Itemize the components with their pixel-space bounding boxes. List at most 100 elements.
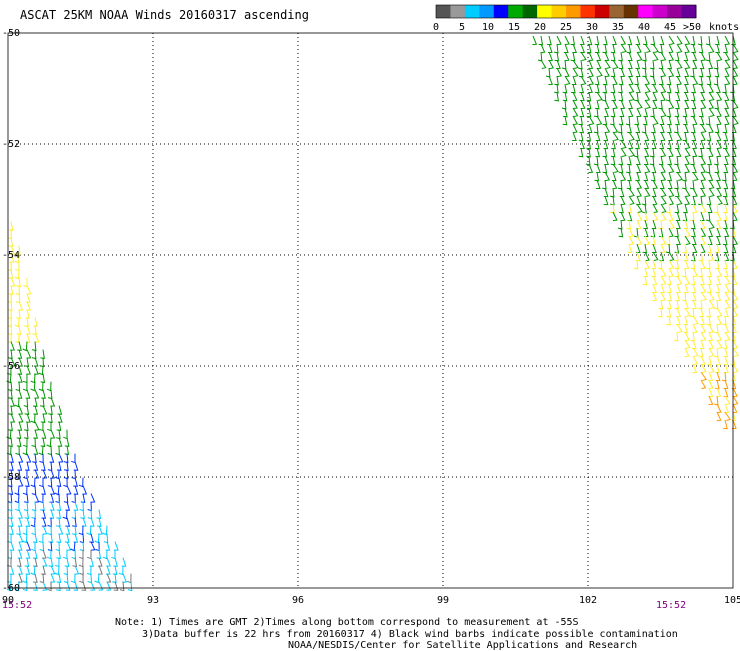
wind-barb: [87, 549, 92, 560]
wind-barb: [610, 83, 616, 94]
wind-barb: [649, 59, 655, 70]
wind-barb: [612, 35, 617, 46]
wind-barb: [708, 123, 714, 134]
wind-barb: [58, 453, 64, 463]
wind-barb: [127, 581, 133, 592]
wind-barb: [18, 533, 24, 543]
wind-barb: [644, 179, 650, 190]
wind-barb: [684, 283, 689, 293]
wind-barb: [722, 187, 728, 198]
wind-barb: [595, 99, 600, 110]
wind-barb: [56, 573, 62, 584]
wind-barb: [674, 259, 680, 270]
wind-barb: [716, 131, 722, 142]
wind-barb: [731, 243, 737, 254]
wind-barb: [63, 477, 68, 488]
wind-barb: [47, 517, 52, 528]
wind-barb: [644, 83, 651, 93]
wind-barb: [692, 51, 698, 62]
wind-barb: [34, 421, 40, 431]
wind-barb: [620, 195, 626, 206]
wind-barb: [682, 107, 688, 118]
wind-barb: [635, 139, 640, 150]
wind-barb: [658, 227, 664, 238]
wind-barb: [538, 35, 544, 46]
wind-barb: [684, 163, 690, 174]
wind-barb: [63, 493, 69, 504]
wind-barb: [660, 51, 667, 62]
wind-barb: [642, 67, 647, 78]
wind-barb: [649, 67, 655, 78]
wind-barb: [652, 283, 658, 294]
wind-barb: [642, 203, 647, 214]
wind-barb: [716, 187, 723, 198]
colorbar-label: 30: [586, 22, 598, 33]
wind-barb: [34, 389, 40, 399]
wind-barb: [26, 301, 32, 311]
wind-barb: [698, 347, 704, 358]
wind-barb: [676, 195, 683, 205]
wind-barb: [98, 525, 103, 535]
wind-barb: [684, 235, 691, 245]
wind-barb: [47, 445, 53, 456]
wind-barb: [700, 219, 706, 230]
wind-barb: [26, 285, 32, 295]
wind-barb: [732, 163, 739, 174]
wind-barb: [684, 147, 691, 157]
wind-barb: [16, 309, 21, 320]
wind-barb: [63, 469, 69, 480]
wind-barb: [610, 195, 615, 206]
wind-barb: [700, 243, 706, 254]
wind-barb: [628, 227, 634, 238]
wind-barb: [54, 565, 60, 576]
wind-barb: [8, 285, 14, 295]
wind-barb: [684, 91, 690, 102]
wind-barb: [78, 525, 84, 536]
wind-barb: [660, 283, 665, 293]
wind-barb: [668, 251, 675, 261]
wind-barb: [33, 461, 39, 471]
wind-barb: [683, 203, 688, 214]
wind-barb: [700, 291, 707, 301]
wind-barb: [16, 525, 21, 536]
wind-barb: [79, 549, 84, 560]
wind-barb: [604, 123, 611, 134]
colorbar-label: 20: [534, 22, 546, 33]
wind-barb: [642, 275, 648, 286]
wind-barb: [684, 227, 691, 237]
wind-barb: [644, 163, 651, 174]
wind-barb: [732, 171, 738, 182]
wind-barb: [651, 187, 657, 197]
wind-barb: [63, 453, 69, 464]
wind-barb: [732, 419, 737, 429]
wind-barb: [18, 477, 24, 487]
wind-barb: [610, 203, 615, 214]
wind-barb: [674, 203, 680, 214]
wind-barb: [636, 99, 643, 109]
wind-barb: [641, 195, 647, 206]
wind-barb: [692, 315, 699, 325]
wind-barb: [698, 267, 703, 278]
wind-barb: [15, 381, 21, 392]
colorbar-swatch: [551, 5, 567, 18]
wind-barb: [713, 203, 719, 214]
wind-barb: [65, 525, 71, 535]
wind-barb: [627, 211, 633, 222]
wind-barb: [588, 75, 594, 86]
wind-barb: [14, 317, 20, 328]
wind-barb: [668, 43, 674, 54]
wind-barb: [593, 123, 599, 134]
note-line-2: 3)Data buffer is 22 hrs from 20160317 4)…: [142, 629, 678, 640]
wind-barb: [17, 549, 23, 559]
wind-barb: [98, 581, 104, 591]
wind-barb: [708, 299, 715, 309]
wind-barb: [50, 501, 55, 511]
wind-barb: [604, 107, 609, 117]
wind-barb: [724, 275, 731, 285]
wind-barb: [580, 43, 586, 54]
wind-barb: [715, 35, 720, 46]
wind-barb: [48, 557, 54, 568]
wind-barb: [72, 517, 77, 528]
wind-barb: [7, 549, 13, 560]
wind-barb: [650, 35, 656, 46]
